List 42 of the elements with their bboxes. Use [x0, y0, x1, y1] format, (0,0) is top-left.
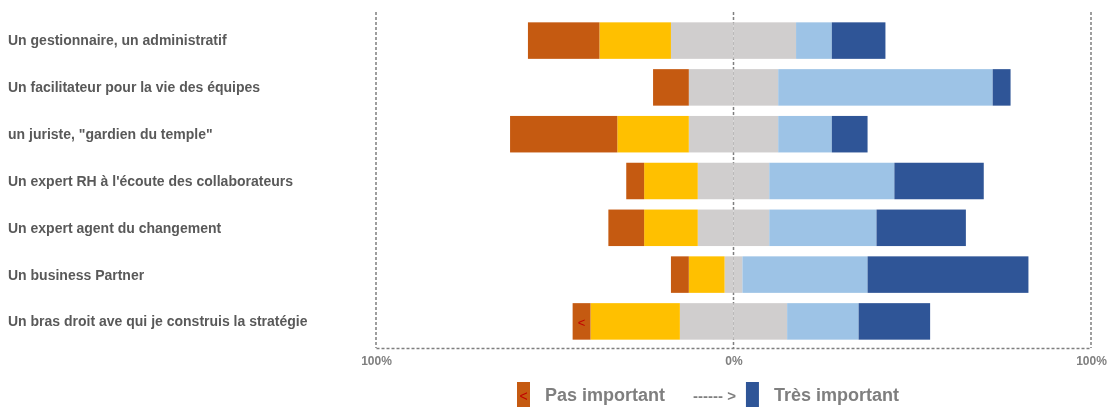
annotation: < [577, 315, 586, 331]
y-tick-label: un juriste, "gardien du temple" [8, 126, 213, 143]
bar [644, 162, 698, 200]
bar [876, 209, 966, 247]
x-tick-label: 0% [725, 353, 743, 368]
bar [599, 22, 671, 59]
bar [831, 115, 868, 153]
bar [778, 115, 832, 153]
bar [894, 162, 984, 200]
legend-label: Très important [773, 385, 899, 405]
bar [572, 303, 591, 340]
text: ------ > [693, 387, 737, 404]
y-tick-label: Un expert agent du changement [8, 219, 222, 236]
bar [590, 303, 680, 340]
bar [644, 209, 698, 247]
bar [778, 69, 993, 106]
y-tick-label: Un gestionnaire, un administratif [8, 32, 227, 49]
bar [608, 209, 645, 247]
y-tick-label: Un expert RH à l'écoute des collaborateurs [8, 172, 294, 189]
bar [653, 69, 689, 106]
bar [742, 256, 868, 293]
text: < [519, 388, 528, 404]
bar [831, 22, 886, 59]
bar [527, 22, 600, 59]
bar [796, 22, 832, 59]
bar [626, 162, 645, 200]
y-tick-label: Un facilitateur pour la vie des équipes [8, 79, 261, 96]
bar [510, 115, 618, 153]
legend-label: Pas important [545, 385, 666, 405]
bar [670, 256, 689, 293]
bar [992, 69, 1011, 106]
y-tick-label: Un bras droit ave qui je construis la stratégie [8, 313, 308, 330]
bar [617, 115, 689, 153]
bar [769, 162, 895, 200]
x-tick-label: 100% [1076, 353, 1108, 368]
x-tick-label: 100% [361, 353, 393, 368]
bar [867, 256, 1029, 293]
bar [769, 209, 877, 247]
bar [858, 303, 931, 340]
bar [688, 256, 725, 293]
y-tick-label: Un business Partner [8, 266, 145, 283]
bar [787, 303, 859, 340]
